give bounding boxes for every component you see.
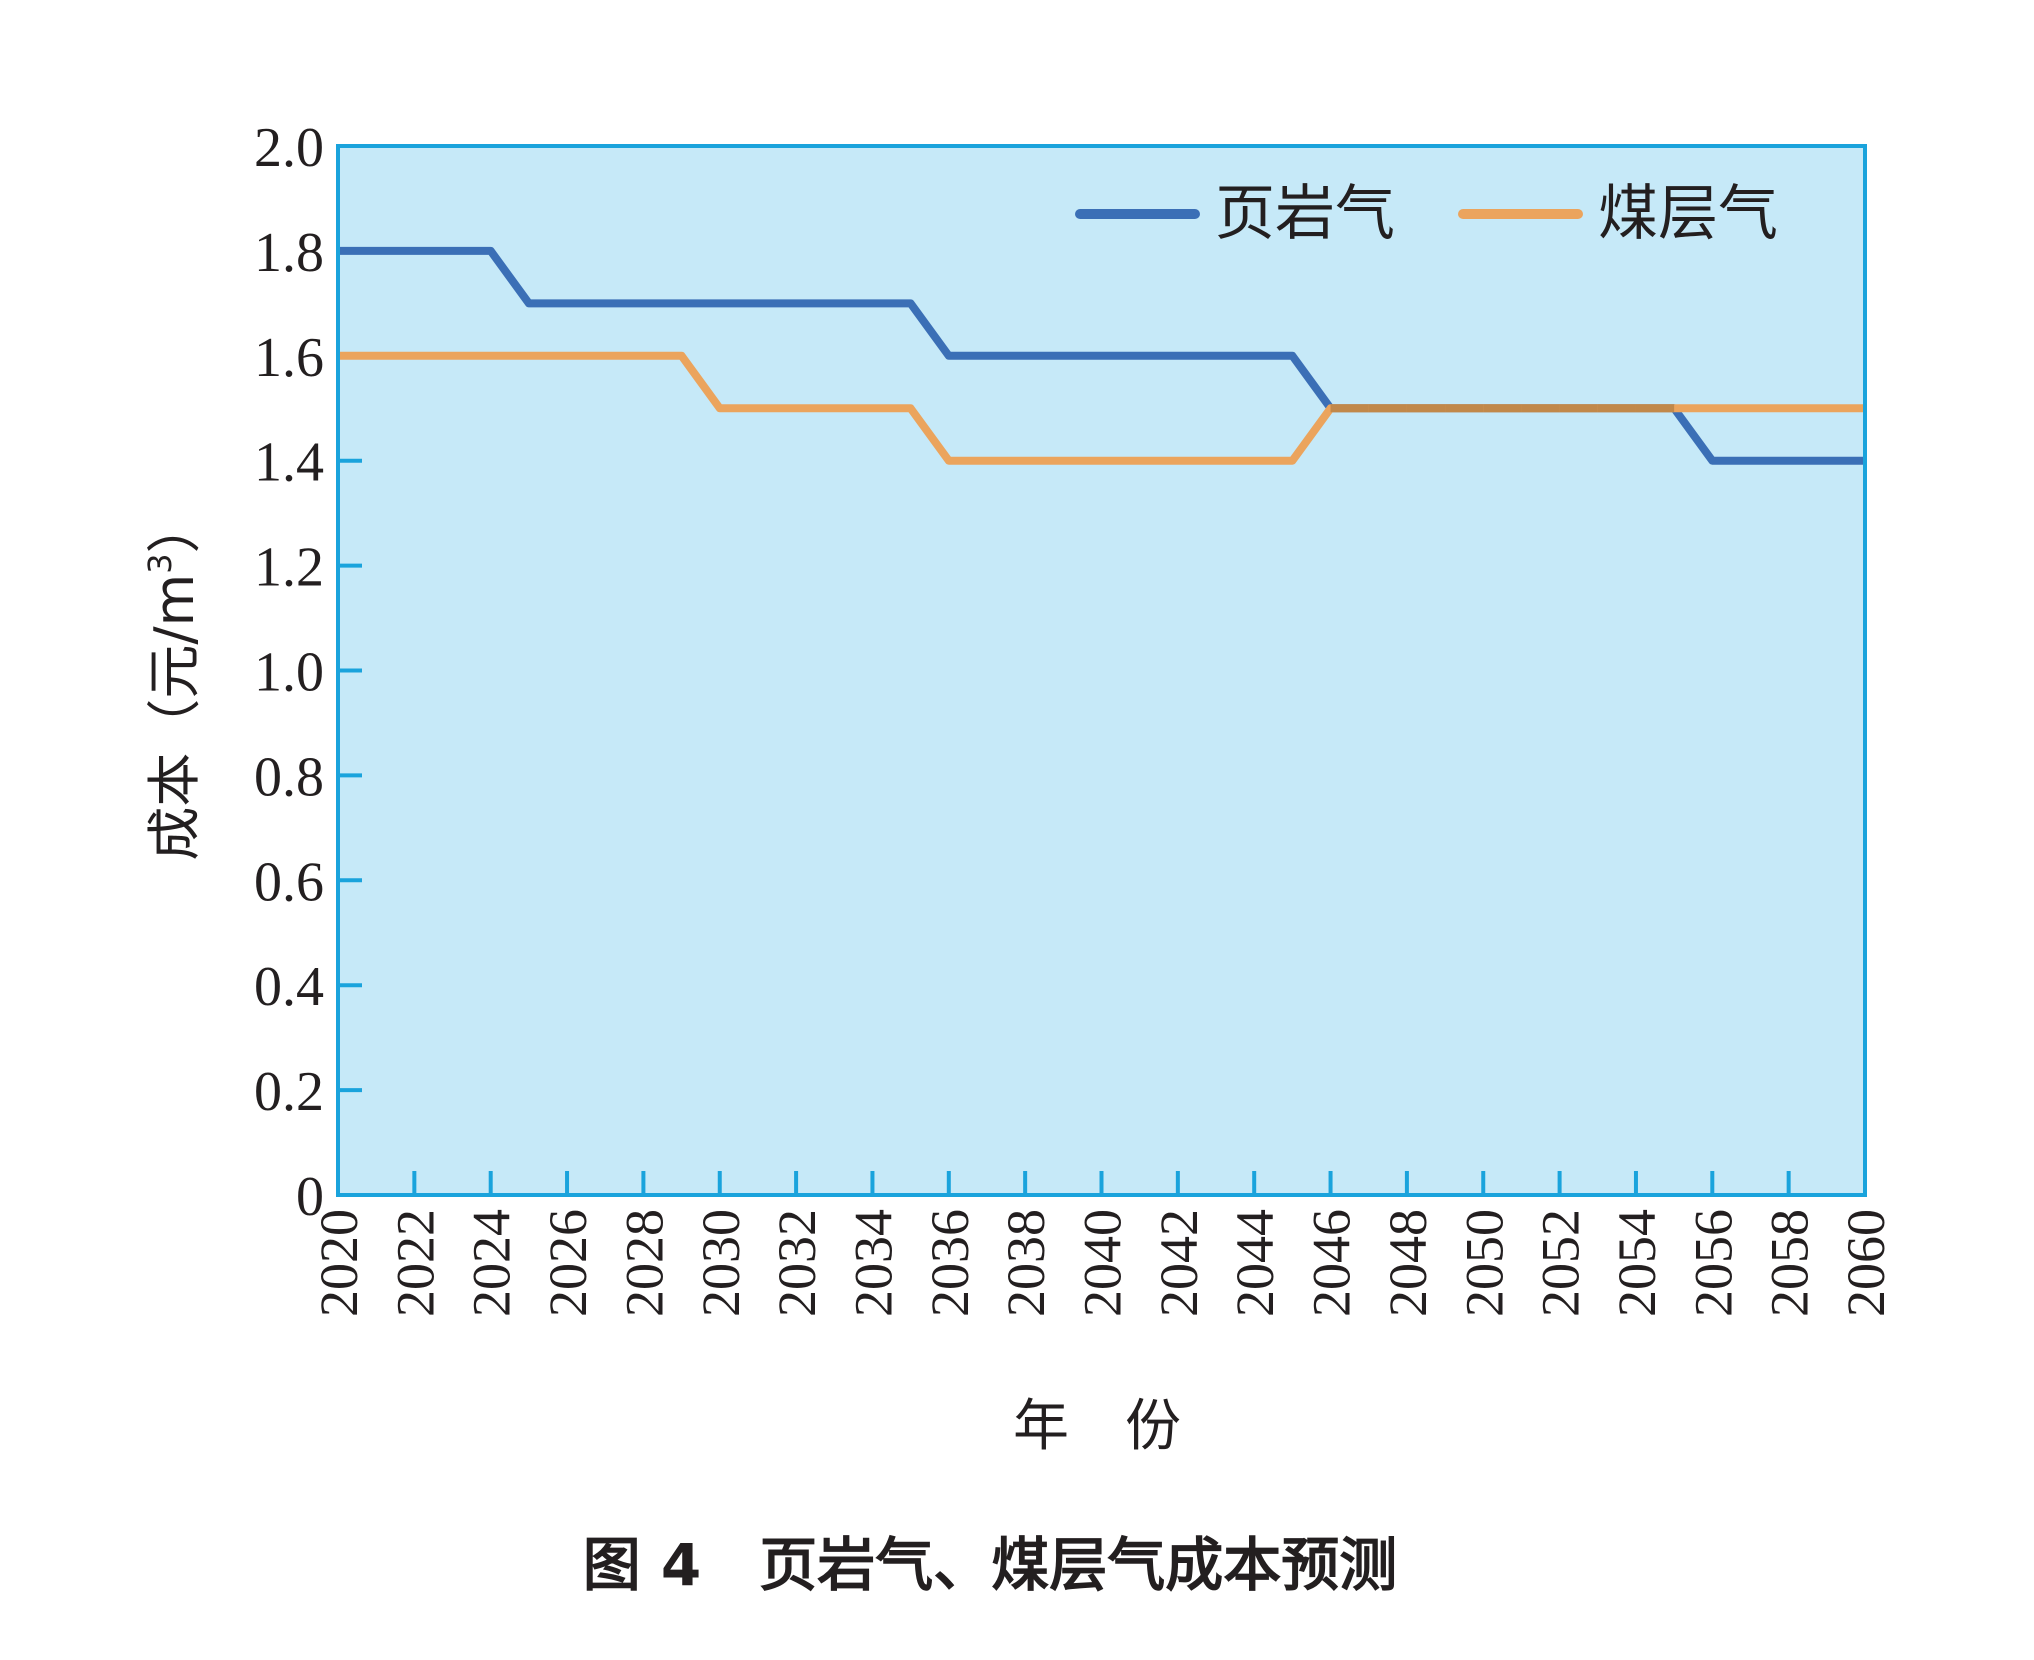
y-tick-label: 0 [296,1166,324,1228]
x-tick-label: 2050 [1454,1209,1514,1317]
y-tick-label: 1.6 [254,327,324,389]
x-tick-label: 2058 [1760,1209,1820,1317]
y-tick-label: 1.4 [254,432,324,494]
y-tick-label: 1.0 [254,642,324,704]
x-tick-label: 2034 [843,1209,903,1317]
x-tick-label: 2048 [1378,1209,1438,1317]
y-tick-label: 0.2 [254,1061,324,1123]
x-tick-label: 2044 [1225,1209,1285,1317]
plot-area [338,146,1865,1195]
plot-frame [336,144,1867,1197]
legend: 页岩气 煤层气 [1075,179,1778,249]
x-tick-label: 2026 [538,1209,598,1317]
legend-label-shale-gas: 页岩气 [1215,179,1395,249]
legend-label-coalbed-gas: 煤层气 [1598,179,1778,249]
x-tick-label: 2024 [462,1209,522,1317]
x-tick-label: 2036 [920,1209,980,1317]
x-tick-label: 2030 [691,1209,751,1317]
x-tick-label: 2054 [1607,1209,1667,1317]
x-tick-label: 2028 [614,1209,674,1317]
x-tick-label: 2038 [996,1209,1056,1317]
y-tick-label: 0.6 [254,851,324,913]
svg-text:成本（元/m3）: 成本（元/m3） [141,499,206,860]
x-tick-label: 2022 [385,1209,445,1317]
x-tick-label: 2032 [767,1209,827,1317]
x-tick-label: 2060 [1836,1209,1896,1317]
figure-caption: 图 4 页岩气、煤层气成本预测 [583,1531,1398,1599]
x-tick-label: 2052 [1531,1209,1591,1317]
y-axis-title-close: ） [143,499,206,553]
y-axis-title-superscript: 3 [141,553,179,573]
x-tick-label: 2040 [1073,1209,1133,1317]
x-tick-label: 2046 [1302,1209,1362,1317]
y-tick-label: 2.0 [254,117,324,179]
y-axis-title: 成本（元/m3） [141,499,206,860]
y-tick-label: 1.2 [254,537,324,599]
x-tick-label: 2020 [309,1209,369,1317]
x-axis-title: 年 份 [1013,1394,1181,1459]
y-tick-label: 0.8 [254,746,324,808]
y-axis-title-main: 成本（元/m [143,574,206,861]
x-tick-label: 2042 [1149,1209,1209,1317]
x-tick-label: 2056 [1683,1209,1743,1317]
y-tick-label: 0.4 [254,956,324,1018]
y-tick-label: 1.8 [254,222,324,284]
